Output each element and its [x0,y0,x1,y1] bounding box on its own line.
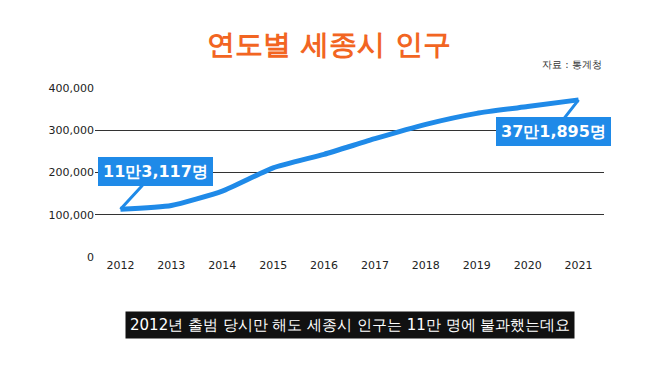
svg-text:400,000: 400,000 [49,82,95,95]
svg-text:0: 0 [87,251,94,264]
svg-text:200,000: 200,000 [49,166,95,179]
svg-text:2019: 2019 [463,259,491,272]
svg-text:자료 : 통계청: 자료 : 통계청 [542,59,602,70]
svg-text:2021: 2021 [565,259,593,272]
svg-text:2014: 2014 [208,259,236,272]
svg-text:300,000: 300,000 [49,124,95,137]
svg-text:37만1,895명: 37만1,895명 [501,122,606,141]
svg-text:2016: 2016 [310,259,338,272]
svg-text:11만3,117명: 11만3,117명 [103,162,208,181]
svg-text:연도별 세종시 인구: 연도별 세종시 인구 [207,28,451,61]
svg-text:2018: 2018 [412,259,440,272]
svg-text:100,000: 100,000 [49,209,95,222]
svg-text:2012년 출범 당시만 해도 세종시 인구는 11만 명에: 2012년 출범 당시만 해도 세종시 인구는 11만 명에 불과했는데요 [130,316,570,334]
svg-text:2015: 2015 [259,259,287,272]
svg-text:2013: 2013 [157,259,185,272]
svg-text:2020: 2020 [514,259,542,272]
svg-text:2012: 2012 [106,259,134,272]
svg-text:2017: 2017 [361,259,389,272]
